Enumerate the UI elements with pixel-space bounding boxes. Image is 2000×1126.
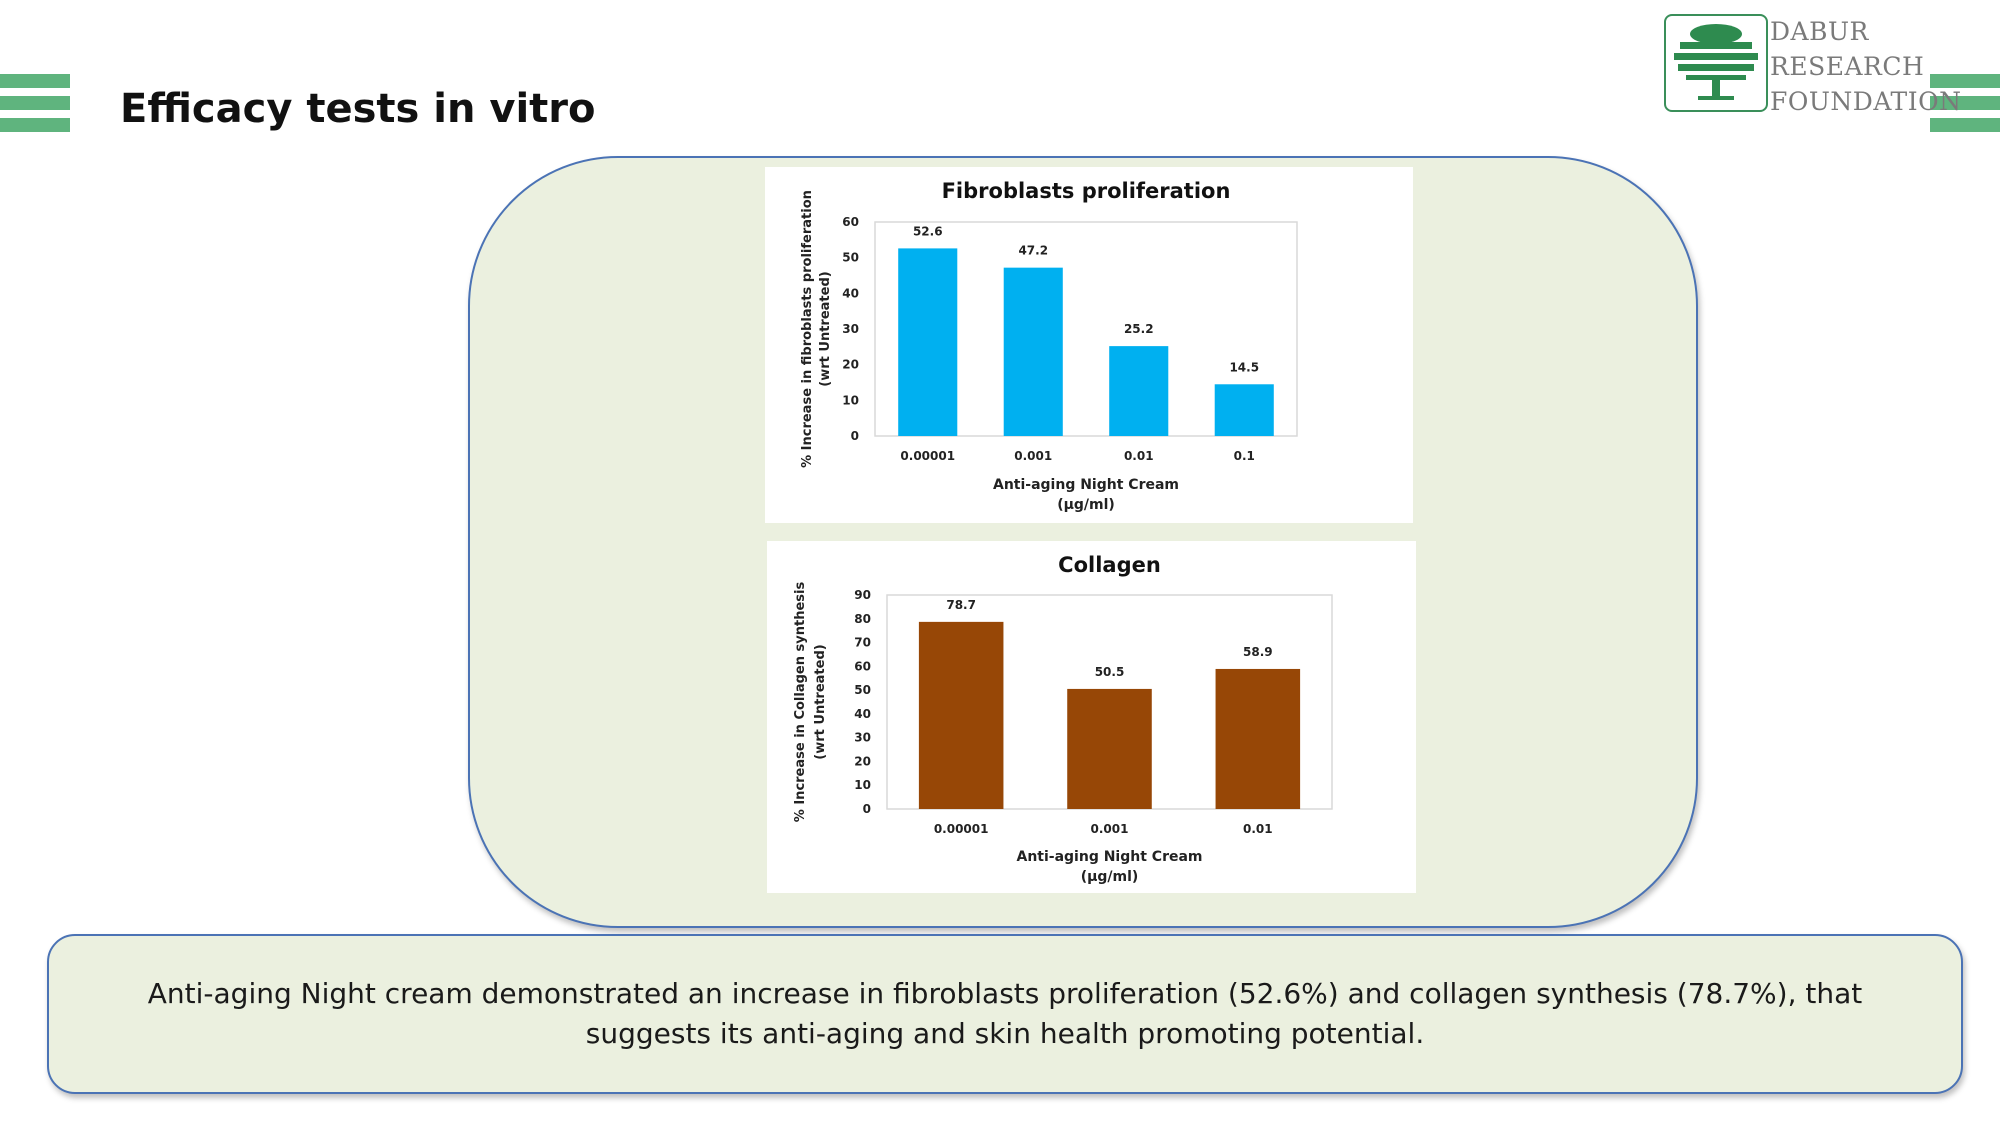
summary-text: Anti-aging Night cream demonstrated an i… xyxy=(147,977,1863,1050)
bar xyxy=(918,621,1004,809)
y-axis-label: (wrt Untreated) xyxy=(818,271,833,386)
x-tick-label: 0.001 xyxy=(1014,449,1052,463)
bar xyxy=(1215,668,1301,809)
data-label: 52.6 xyxy=(913,224,943,238)
y-tick-label: 60 xyxy=(842,215,859,229)
fibroblasts-chart-card: Fibroblasts proliferation 0 10 20 30 40 50 60 52… xyxy=(765,167,1413,523)
y-tick-label: 20 xyxy=(854,754,871,768)
y-tick-label: 70 xyxy=(854,636,871,650)
x-tick-label: 0.001 xyxy=(1091,822,1129,836)
plot-area-frame xyxy=(874,221,1298,437)
y-axis-label: % Increase in fibroblasts proliferation xyxy=(800,190,815,468)
data-label: 25.2 xyxy=(1124,322,1154,336)
slide-title: Efficacy tests in vitro xyxy=(120,86,596,132)
left-decoration-stripes xyxy=(0,74,70,140)
y-tick-label: 10 xyxy=(842,393,859,407)
y-tick-label: 50 xyxy=(854,683,871,697)
x-tick-label: 0.01 xyxy=(1243,822,1273,836)
bar xyxy=(1003,267,1063,436)
collagen-chart: Collagen 0 10 20 30 40 50 60 70 80 90 78.7 0.00001 50… xyxy=(793,553,1333,885)
bar xyxy=(898,248,958,436)
y-axis-label: (wrt Untreated) xyxy=(813,644,828,759)
logo-line-3: FOUNDATION xyxy=(1770,87,1962,116)
logo-line-2: RESEARCH xyxy=(1770,52,1925,81)
y-tick-label: 40 xyxy=(854,707,871,721)
summary-box: Anti-aging Night cream demonstrated an i… xyxy=(47,934,1963,1094)
data-label: 14.5 xyxy=(1229,360,1259,374)
y-axis-label: % Increase in Collagen synthesis xyxy=(793,582,808,823)
bar xyxy=(1067,688,1152,809)
y-tick-label: 80 xyxy=(854,612,871,626)
y-tick-label: 40 xyxy=(842,286,859,300)
right-decoration-stripes xyxy=(1930,74,2000,140)
bar xyxy=(1214,384,1274,436)
chart-title: Fibroblasts proliferation xyxy=(942,179,1231,203)
y-tick-label: 60 xyxy=(854,659,871,673)
y-tick-label: 90 xyxy=(854,588,871,602)
y-tick-label: 50 xyxy=(842,251,859,265)
y-tick-label: 0 xyxy=(863,802,871,816)
y-tick-label: 0 xyxy=(851,429,859,443)
x-tick-label: 0.01 xyxy=(1124,449,1154,463)
y-tick-label: 20 xyxy=(842,358,859,372)
logo-text: DABUR RESEARCH FOUNDATION xyxy=(1770,14,1961,119)
x-axis-label: Anti-aging Night Cream xyxy=(1016,849,1202,865)
chart-title: Collagen xyxy=(1058,553,1161,577)
logo-line-1: DABUR xyxy=(1770,17,1869,46)
data-label: 47.2 xyxy=(1018,244,1048,258)
tree-icon xyxy=(1664,14,1768,112)
x-axis-label: (µg/ml) xyxy=(1057,497,1115,513)
y-tick-label: 10 xyxy=(854,778,871,792)
x-tick-label: 0.00001 xyxy=(900,449,955,463)
dabur-research-foundation-logo: DABUR RESEARCH FOUNDATION xyxy=(1664,14,1961,116)
fibroblasts-chart: Fibroblasts proliferation 0 10 20 30 40 50 60 52… xyxy=(800,179,1298,513)
x-axis-label: (µg/ml) xyxy=(1081,869,1139,885)
y-tick-label: 30 xyxy=(854,731,871,745)
x-axis-label: Anti-aging Night Cream xyxy=(993,477,1179,493)
y-tick-label: 30 xyxy=(842,322,859,336)
data-label: 58.9 xyxy=(1243,645,1273,659)
data-label: 78.7 xyxy=(946,598,976,612)
bar xyxy=(1109,346,1169,436)
x-tick-label: 0.1 xyxy=(1234,449,1255,463)
collagen-chart-card: Collagen 0 10 20 30 40 50 60 70 80 90 78.7 0.00001 50… xyxy=(767,541,1416,893)
data-label: 50.5 xyxy=(1095,665,1125,679)
x-tick-label: 0.00001 xyxy=(934,822,989,836)
